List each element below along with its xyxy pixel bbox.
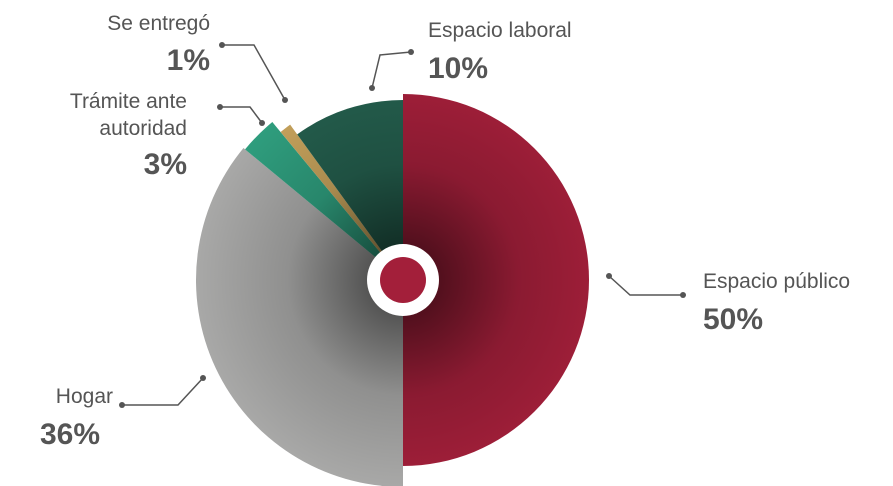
leader-line	[122, 377, 204, 406]
value-label: 3%	[143, 148, 187, 181]
slice-label: Hogar	[55, 385, 113, 408]
value-label: 50%	[703, 303, 764, 336]
leader-dot	[408, 49, 414, 55]
center-dot	[380, 257, 426, 303]
leader-line	[608, 275, 683, 296]
leader-line	[222, 44, 286, 101]
leader-dot	[259, 120, 265, 126]
slice-label: Espacio laboral	[428, 19, 572, 42]
leader-dot	[217, 104, 223, 110]
leader-line	[371, 51, 412, 89]
leader-line	[220, 106, 263, 124]
leader-dot	[680, 292, 686, 298]
leader-dot	[606, 273, 612, 279]
leaders	[122, 44, 683, 406]
leader-dot	[200, 375, 206, 381]
slice-label: Espacio público	[703, 270, 851, 293]
slice-label: Trámite ante autoridad	[69, 90, 187, 140]
slice-label: Se entregó	[107, 12, 210, 35]
value-label: 10%	[428, 52, 489, 85]
value-label: 36%	[40, 418, 101, 451]
leader-dot	[219, 42, 225, 48]
value-label: 1%	[166, 44, 210, 77]
leader-dot	[282, 97, 288, 103]
leader-dots	[119, 42, 686, 408]
leader-dot	[119, 402, 125, 408]
leader-dot	[369, 85, 375, 91]
